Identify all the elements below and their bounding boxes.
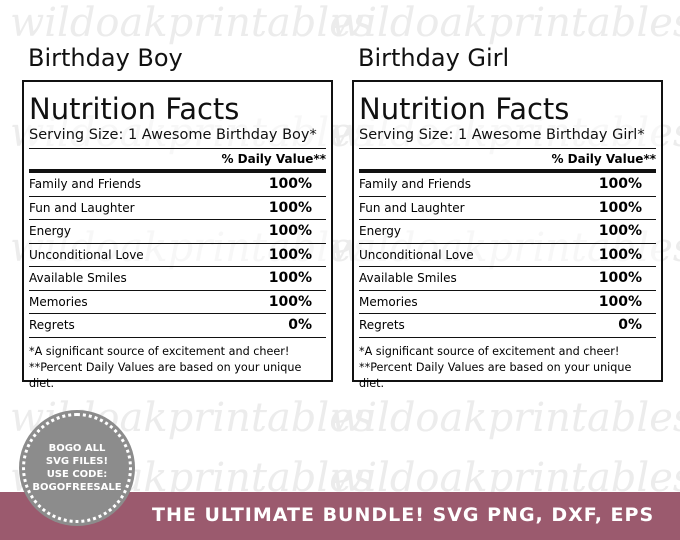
nutrient-value: 100% [598, 293, 642, 310]
label-title: Nutrition Facts [29, 92, 240, 126]
nutrient-value: 100% [268, 223, 312, 240]
nutrient-row: Energy 100% [29, 220, 326, 244]
nutrient-value: 100% [268, 199, 312, 216]
label-heading: Birthday Girl [358, 44, 510, 72]
nutrient-value: 100% [268, 270, 312, 287]
nutrient-name: Available Smiles [359, 271, 457, 286]
nutrient-value: 100% [598, 270, 642, 287]
label-title: Nutrition Facts [359, 92, 570, 126]
nutrient-name: Regrets [359, 318, 405, 333]
nutrient-name: Fun and Laughter [359, 200, 465, 215]
nutrient-value: 100% [268, 293, 312, 310]
nutrient-row: Regrets 0% [359, 314, 656, 338]
footnotes: *A significant source of excitement and … [359, 344, 656, 392]
nutrient-row: Available Smiles 100% [359, 267, 656, 291]
nutrient-row: Memories 100% [359, 291, 656, 314]
footnote: **Percent Daily Values are based on your… [29, 360, 302, 390]
nutrient-value: 100% [268, 176, 312, 193]
nutrient-row: Regrets 0% [29, 314, 326, 338]
nutrient-value: 100% [598, 176, 642, 193]
footnote: *A significant source of excitement and … [359, 344, 620, 358]
nutrient-row: Memories 100% [29, 291, 326, 314]
nutrient-row: Unconditional Love 100% [29, 244, 326, 267]
daily-value-header: % Daily Value** [359, 149, 656, 173]
nutrient-value: 0% [618, 317, 642, 334]
footnote: **Percent Daily Values are based on your… [359, 360, 632, 390]
nutrient-name: Memories [359, 294, 418, 309]
footnote: *A significant source of excitement and … [29, 344, 290, 358]
watermark: wildoakprintables [330, 395, 680, 441]
nutrient-row: Unconditional Love 100% [359, 244, 656, 267]
serving-size: Serving Size: 1 Awesome Birthday Boy* [29, 126, 326, 149]
watermark: wildoakprintables [330, 0, 680, 46]
badge-line: BOGOFREESALE [32, 482, 122, 493]
nutrition-label: Nutrition Facts Serving Size: 1 Awesome B… [352, 80, 663, 390]
nutrient-name: Available Smiles [29, 271, 127, 286]
badge-line: USE CODE: [46, 469, 108, 480]
badge-line: BOGO ALL [48, 443, 106, 454]
nutrient-name: Energy [29, 224, 72, 239]
nutrient-name: Memories [29, 294, 88, 309]
nutrition-label: Nutrition Facts Serving Size: 1 Awesome B… [22, 80, 333, 390]
nutrient-name: Regrets [29, 318, 75, 333]
footnotes: *A significant source of excitement and … [29, 344, 326, 392]
watermark: wildoakprintables [10, 0, 374, 46]
nutrient-row: Fun and Laughter 100% [359, 197, 656, 220]
label-heading: Birthday Boy [28, 44, 183, 72]
nutrient-value: 0% [288, 317, 312, 334]
nutrient-value: 100% [598, 223, 642, 240]
nutrient-name: Energy [359, 224, 402, 239]
daily-value-header: % Daily Value** [29, 149, 326, 173]
nutrient-name: Family and Friends [359, 177, 471, 192]
nutrient-value: 100% [598, 246, 642, 263]
nutrient-name: Fun and Laughter [29, 200, 135, 215]
nutrient-value: 100% [268, 246, 312, 263]
nutrient-row: Family and Friends 100% [359, 173, 656, 197]
nutrient-row: Fun and Laughter 100% [29, 197, 326, 220]
nutrient-name: Family and Friends [29, 177, 141, 192]
nutrient-row: Family and Friends 100% [29, 173, 326, 197]
nutrient-name: Unconditional Love [29, 247, 144, 262]
nutrient-value: 100% [598, 199, 642, 216]
nutrient-row: Energy 100% [359, 220, 656, 244]
badge-line: SVG FILES! [45, 456, 109, 467]
badge: BOGO ALL SVG FILES! USE CODE: BOGOFREESALE [22, 413, 132, 523]
nutrient-name: Unconditional Love [359, 247, 474, 262]
serving-size: Serving Size: 1 Awesome Birthday Girl* [359, 126, 656, 149]
nutrient-row: Available Smiles 100% [29, 267, 326, 291]
